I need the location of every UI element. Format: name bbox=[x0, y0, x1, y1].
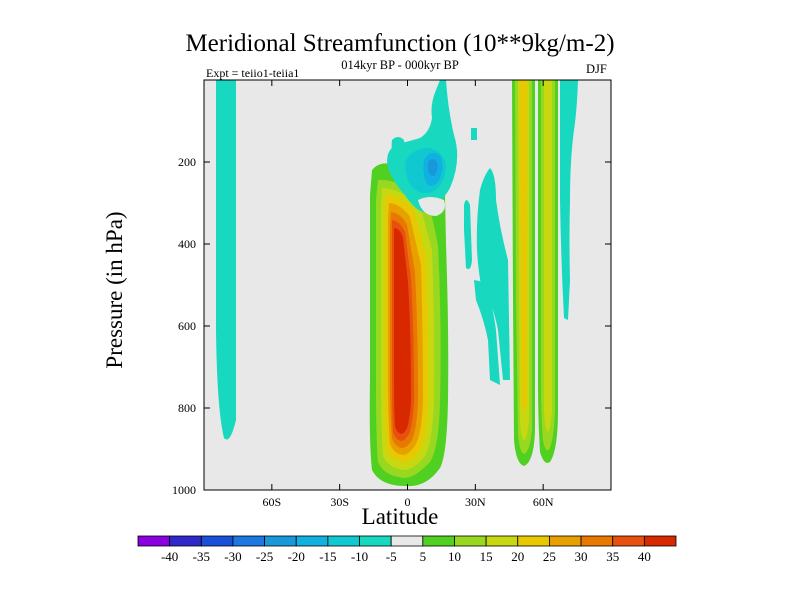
x-axis-title: Latitude bbox=[361, 504, 439, 529]
colorbar-label: 20 bbox=[511, 549, 524, 564]
colorbar-label: -5 bbox=[386, 549, 397, 564]
y-tick-label: 800 bbox=[178, 401, 196, 415]
x-tick-label: 0 bbox=[405, 495, 411, 509]
contour-region-upper-neg-20 bbox=[428, 159, 438, 176]
colorbar-label: -25 bbox=[256, 549, 273, 564]
colorbar-label: 40 bbox=[638, 549, 651, 564]
contour-region-north-pos-a-20 bbox=[520, 80, 527, 412]
contour-region-north-neg-b bbox=[476, 168, 510, 380]
contour-region-upper-left-neg bbox=[391, 137, 405, 160]
colorbar-swatch bbox=[390, 535, 424, 547]
colorbar-label: 30 bbox=[575, 549, 588, 564]
axis-layer: 60S 30S 0 30N 60N 200 400 600 800 1000 bbox=[172, 80, 611, 509]
contour-fill-layer bbox=[216, 80, 578, 487]
colorbar-swatch bbox=[264, 535, 297, 547]
colorbar-label: -15 bbox=[319, 549, 336, 564]
season-label: DJF bbox=[586, 62, 607, 76]
colorbar-label: 15 bbox=[480, 549, 493, 564]
contour-region-north-pos-b-15 bbox=[544, 80, 552, 432]
contour-region-north-neg-column bbox=[560, 80, 578, 320]
chart-subtitle: 014kyr BP - 000kyr BP bbox=[341, 58, 459, 72]
contour-region-north-neg-a bbox=[464, 200, 472, 269]
colorbar-label: 10 bbox=[448, 549, 461, 564]
contour-region-north-neg-c bbox=[474, 280, 500, 385]
colorbar-label: -30 bbox=[224, 549, 241, 564]
colorbar-label: 35 bbox=[606, 549, 619, 564]
colorbar-swatch bbox=[612, 535, 645, 547]
experiment-label: Expt = teiio1-teiia1 bbox=[206, 66, 300, 80]
colorbar-swatch bbox=[517, 535, 550, 547]
colorbar-label: -10 bbox=[351, 549, 368, 564]
chart-title: Meridional Streamfunction (10**9kg/m-2) bbox=[185, 30, 615, 57]
colorbar-swatch bbox=[580, 535, 614, 547]
x-tick-label: 60S bbox=[262, 495, 281, 509]
colorbar-swatch bbox=[137, 535, 171, 547]
colorbar-swatch bbox=[485, 535, 519, 547]
colorbar-label: -20 bbox=[288, 549, 305, 564]
colorbar-swatch bbox=[232, 535, 265, 547]
contour-region-small-neg bbox=[471, 128, 477, 140]
colorbar-label: 25 bbox=[543, 549, 556, 564]
x-tick-label: 60N bbox=[533, 495, 554, 509]
colorbar-label: -35 bbox=[193, 549, 210, 564]
x-tick-label: 30S bbox=[330, 495, 349, 509]
colorbar-label: -40 bbox=[161, 549, 178, 564]
colorbar-swatch bbox=[200, 535, 234, 547]
colorbar-swatch bbox=[295, 535, 329, 547]
colorbar-label: 5 bbox=[420, 549, 427, 564]
y-tick-label: 200 bbox=[178, 155, 196, 169]
colorbar-swatch bbox=[327, 535, 360, 547]
y-tick-label: 400 bbox=[178, 237, 196, 251]
colorbar-swatch bbox=[359, 535, 392, 547]
colorbar-swatch bbox=[549, 535, 582, 547]
colorbar-swatch bbox=[169, 535, 202, 547]
colorbar-swatch bbox=[454, 535, 487, 547]
contour-region-upper-white-notch bbox=[418, 197, 445, 216]
contour-region-south-neg-15 bbox=[216, 80, 236, 440]
colorbar-swatch bbox=[422, 535, 455, 547]
x-tick-label: 30N bbox=[465, 495, 486, 509]
y-axis-title: Pressure (in hPa) bbox=[102, 211, 127, 369]
y-tick-label: 1000 bbox=[172, 483, 196, 497]
colorbar: -40 -35 -30 -25 -20 -15 -10 -5 5 10 15 20 25 30 35 40 bbox=[137, 535, 677, 564]
y-tick-label: 600 bbox=[178, 319, 196, 333]
contour-region-eq-40 bbox=[394, 228, 411, 434]
colorbar-swatch bbox=[643, 535, 677, 547]
